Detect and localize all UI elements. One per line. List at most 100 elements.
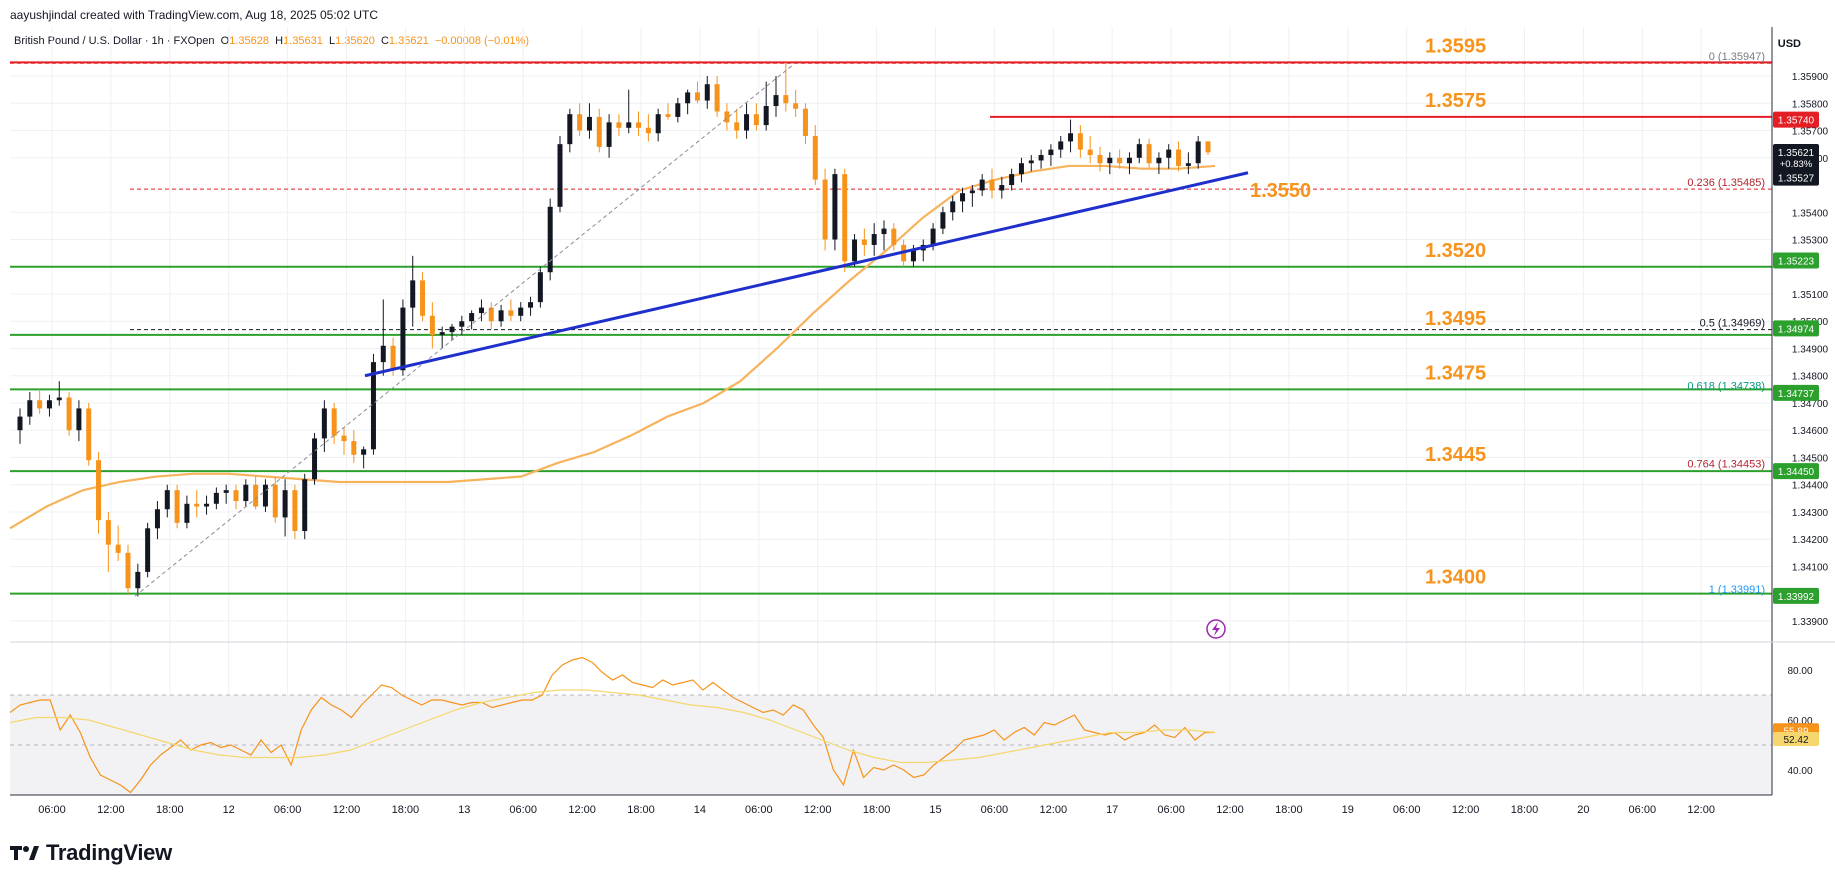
x-tick-label: 17: [1106, 804, 1118, 816]
x-tick-label: 12:00: [568, 804, 596, 816]
candle-body: [1107, 157, 1113, 164]
rsi-ma-line: [9, 689, 1216, 764]
candle-body: [1018, 163, 1024, 175]
y-tick-label: 1.34300: [1792, 508, 1829, 519]
x-tick-label: 06:00: [274, 804, 302, 816]
candle-body: [547, 206, 553, 273]
candle-body: [1146, 144, 1152, 164]
footer-brand: TradingView: [46, 840, 172, 865]
candle-body: [753, 114, 759, 126]
candle-body: [793, 103, 799, 109]
fib-label: 0.5 (1.34969): [1700, 318, 1765, 330]
tradingview-logo[interactable]: TradingView: [10, 840, 172, 866]
y-tick-label: 1.34800: [1792, 372, 1829, 383]
price-tag-bg: [1773, 587, 1819, 604]
candle-body: [724, 111, 730, 123]
fib-label: 0.236 (1.35485): [1687, 177, 1765, 189]
candle-body: [380, 345, 386, 363]
rsi-lines: [9, 656, 1216, 794]
y-tick-label: 1.34200: [1792, 535, 1829, 546]
candle-body: [871, 234, 877, 245]
level-label: 1.3400: [1425, 567, 1486, 589]
ema-curve: [9, 164, 1216, 530]
candle-body: [1048, 149, 1054, 156]
candle-body: [881, 228, 887, 235]
candle-body: [341, 435, 347, 442]
level-label: 1.3550: [1250, 180, 1311, 202]
price-tags: 1.357401.35621+0.83%57:581.355271.352231…: [1773, 111, 1819, 746]
candle-body: [429, 315, 435, 335]
ema-line: [9, 164, 1216, 530]
candle-body: [891, 228, 897, 245]
x-tick-label: 12:00: [1452, 804, 1480, 816]
level-label: 1.3595: [1425, 35, 1486, 57]
candle-body: [105, 520, 111, 545]
x-tick-label: 20: [1577, 804, 1589, 816]
fib-label: 0.764 (1.34453): [1687, 458, 1765, 470]
x-tick-label: 14: [694, 804, 706, 816]
y-tick-label: 1.34900: [1792, 344, 1829, 355]
x-tick-label: 12:00: [1687, 804, 1715, 816]
rsi-value-text: 52.42: [1783, 735, 1808, 746]
rsi-value-text: 55.89: [1783, 726, 1808, 737]
candle-body: [469, 313, 475, 322]
candle-body: [714, 84, 720, 112]
close-value: 1.35621: [388, 35, 429, 47]
x-tick-label: 12:00: [333, 804, 361, 816]
candle-body: [1068, 133, 1074, 142]
candle-body: [704, 84, 710, 101]
candlesticks: [17, 62, 1211, 597]
price-tag-bg: [1773, 111, 1819, 128]
symbol-legend: British Pound / U.S. Dollar · 1h · FXOpe…: [14, 35, 529, 47]
candle-body: [194, 503, 200, 507]
candle-body: [390, 345, 396, 371]
candle-body: [449, 326, 455, 333]
price-tag-text: 1.35740: [1778, 116, 1815, 127]
candle-body: [1185, 163, 1191, 166]
x-tick-label: 18:00: [392, 804, 420, 816]
x-tick-label: 12:00: [97, 804, 125, 816]
candle-body: [1205, 141, 1211, 153]
change-value: −0.00008 (−0.01%): [434, 35, 529, 47]
price-tag-change: +0.83%: [1780, 159, 1813, 170]
x-tick-label: 12:00: [1040, 804, 1068, 816]
candle-body: [164, 490, 170, 510]
price-tag-text: 1.35223: [1778, 256, 1815, 267]
candle-body: [969, 190, 975, 194]
y-tick-label: 1.34100: [1792, 562, 1829, 573]
fib-label: 0 (1.35947): [1709, 51, 1765, 63]
price-tag-bg: [1773, 252, 1819, 269]
low-label: L: [328, 35, 336, 47]
level-label: 1.3445: [1425, 444, 1486, 466]
candle-body: [223, 490, 229, 493]
candle-body: [577, 114, 583, 131]
candle-body: [243, 484, 249, 502]
y-tick-label: 1.34700: [1792, 399, 1829, 410]
candle-body: [655, 114, 661, 134]
candle-body: [213, 492, 219, 504]
x-tick-label: 12: [223, 804, 235, 816]
candle-body: [1038, 155, 1044, 161]
candle-body: [302, 479, 308, 532]
price-chart[interactable]: 0 (1.35947) 0.236 (1.35485) 0.5 (1.34969) 0…: [0, 0, 1835, 820]
candle-body: [783, 95, 789, 104]
lightning-bolt: [1212, 622, 1220, 636]
candle-body: [645, 127, 651, 134]
currency-label[interactable]: USD: [1777, 38, 1801, 50]
chart-grid: [10, 27, 1772, 795]
x-tick-label: 06:00: [745, 804, 773, 816]
candle-body: [685, 92, 691, 104]
candle-body: [616, 122, 622, 128]
candle-body: [154, 509, 160, 529]
candle-body: [1058, 141, 1064, 150]
candle-body: [694, 92, 700, 101]
candle-body: [115, 544, 121, 553]
bullish-trendline: [364, 171, 1249, 378]
price-tag-bg: [1773, 384, 1819, 401]
x-tick-label: 06:00: [981, 804, 1009, 816]
candle-body: [312, 438, 318, 480]
candle-body: [861, 239, 867, 245]
candle-body: [940, 212, 946, 229]
candle-body: [1028, 160, 1034, 164]
candle-body: [56, 397, 62, 401]
